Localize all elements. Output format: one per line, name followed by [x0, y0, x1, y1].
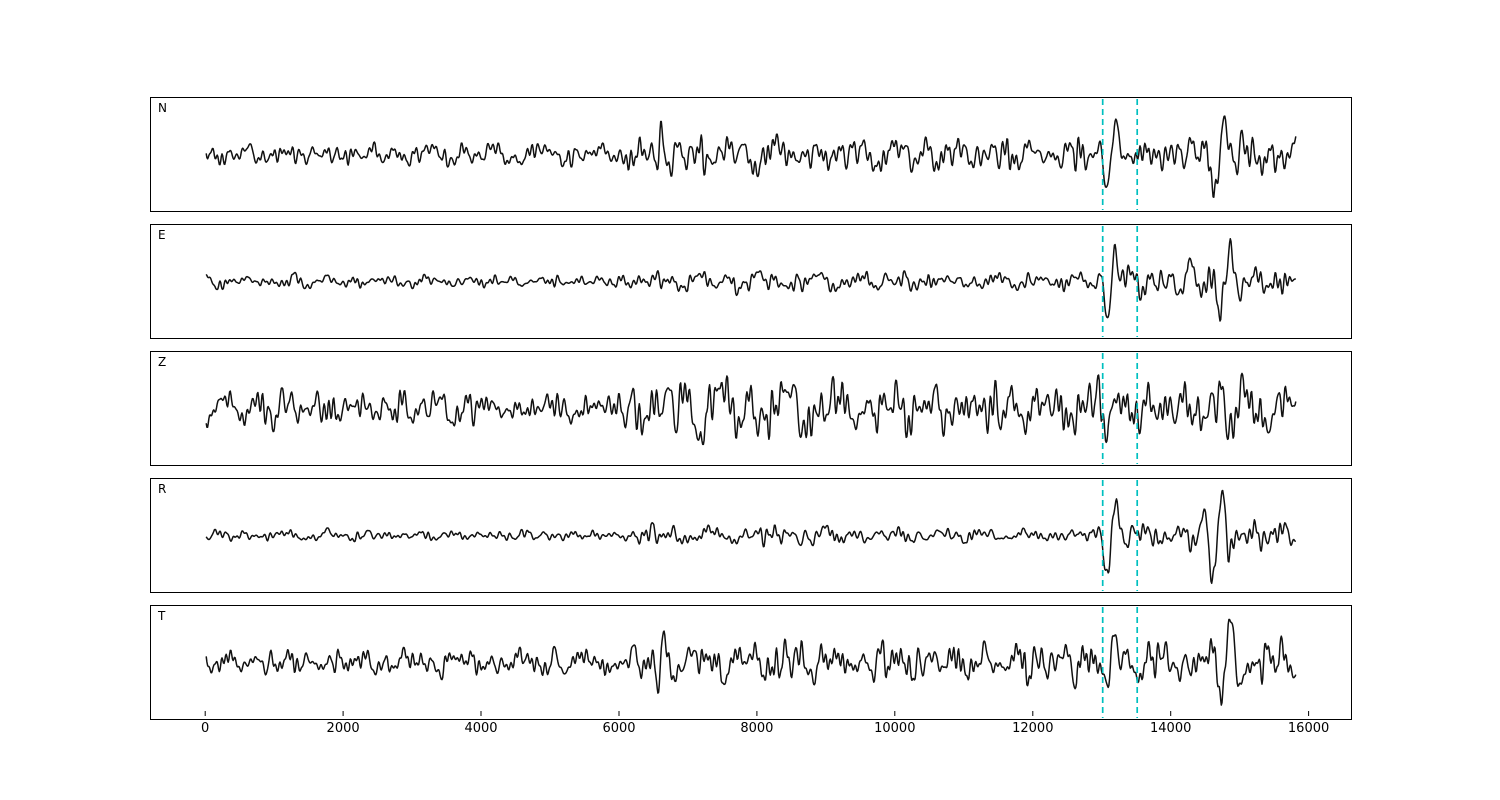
waveform-trace-svg	[205, 99, 1297, 210]
seismogram-trace	[205, 372, 1297, 446]
channel-label: T	[158, 609, 166, 623]
waveform-trace-svg	[205, 226, 1297, 337]
seismogram-trace	[205, 238, 1297, 322]
x-tick-label: 16000	[1288, 721, 1329, 736]
x-tick-label: 2000	[327, 721, 360, 736]
x-tick-label: 10000	[874, 721, 915, 736]
waveform-panel-e: E	[150, 224, 1352, 339]
x-tick-label: 8000	[740, 721, 773, 736]
waveform-panel-r: R	[150, 478, 1352, 593]
x-tick-label: 0	[201, 721, 209, 736]
x-tick-label: 14000	[1150, 721, 1191, 736]
seismogram-trace	[205, 115, 1297, 198]
waveform-panel-z: Z	[150, 351, 1352, 466]
channel-label: Z	[158, 355, 167, 369]
waveform-panel-n: N	[150, 97, 1352, 212]
x-axis: 0 2000 4000 6000 8000 10000 12000 14000 16000	[150, 711, 1390, 756]
waveform-trace-svg	[205, 353, 1297, 464]
waveform-trace-svg	[205, 480, 1296, 591]
channel-label: E	[158, 228, 166, 242]
waveform-trace-svg	[205, 607, 1297, 718]
channel-label: N	[158, 101, 167, 115]
channel-label: R	[158, 482, 167, 496]
x-tick-label: 4000	[464, 721, 497, 736]
x-tick-label: 6000	[602, 721, 635, 736]
waveform-panel-t: T	[150, 605, 1352, 720]
x-axis-svg: 0 2000 4000 6000 8000 10000 12000 14000 16000	[201, 711, 1329, 736]
waveform-panels: N E Z R T	[150, 97, 1352, 720]
seismogram-trace	[205, 618, 1297, 706]
x-tick-label: 12000	[1012, 721, 1053, 736]
seismogram-trace	[205, 489, 1296, 585]
